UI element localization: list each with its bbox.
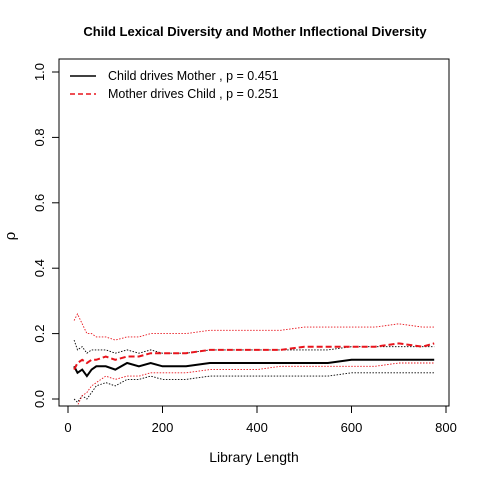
- series-layer: [73, 312, 435, 406]
- x-tick-label: 400: [246, 420, 268, 435]
- y-axis: 0.0 0.2 0.4 0.6 0.8 1.0: [32, 63, 60, 408]
- y-tick-label: 0.6: [32, 194, 47, 212]
- legend-label-mother-drives-child: Mother drives Child , p = 0.251: [108, 87, 279, 101]
- plot-area: [73, 312, 435, 406]
- x-tick-label: 200: [152, 420, 174, 435]
- x-axis-label: Library Length: [209, 449, 299, 465]
- series-line-child-drives-mother: [73, 358, 435, 378]
- y-tick-label: 1.0: [32, 63, 47, 81]
- chart-title: Child Lexical Diversity and Mother Infle…: [83, 24, 427, 39]
- y-tick-label: 0.2: [32, 325, 47, 343]
- y-tick-label: 0.8: [32, 128, 47, 146]
- series-line-mother-drives-child: [73, 342, 435, 371]
- band-lower-child-drives-mother: [73, 372, 435, 403]
- x-tick-label: 800: [435, 420, 457, 435]
- legend-label-child-drives-mother: Child drives Mother , p = 0.451: [108, 69, 279, 83]
- legend: Child drives Mother , p = 0.451 Mother d…: [70, 69, 279, 101]
- x-tick-label: 600: [341, 420, 363, 435]
- plot-frame: [58, 58, 450, 407]
- band-lower-mother-drives-child: [76, 362, 435, 406]
- x-axis: 0 200 400 600 800: [64, 405, 457, 435]
- y-tick-label: 0.0: [32, 390, 47, 408]
- y-tick-label: 0.4: [32, 259, 47, 277]
- band-upper-mother-drives-child: [73, 312, 435, 341]
- y-axis-label: ρ: [1, 231, 19, 240]
- x-tick-label: 0: [64, 420, 71, 435]
